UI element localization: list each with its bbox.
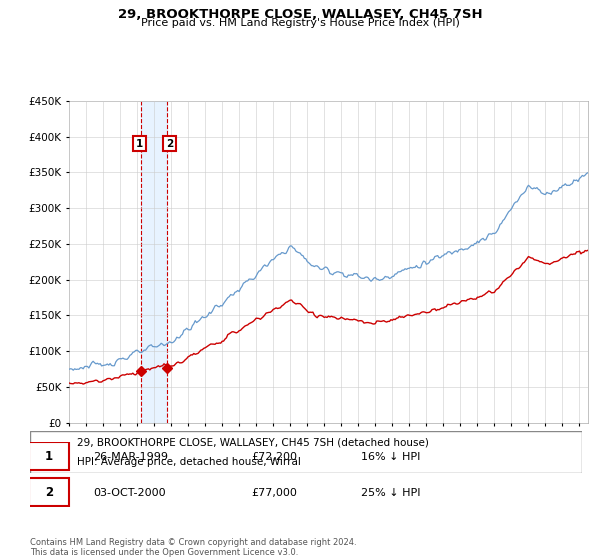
Text: HPI: Average price, detached house, Wirral: HPI: Average price, detached house, Wirr… (77, 457, 301, 467)
FancyBboxPatch shape (29, 478, 68, 506)
Text: 2: 2 (45, 486, 53, 499)
Text: £72,200: £72,200 (251, 451, 297, 461)
Text: Price paid vs. HM Land Registry's House Price Index (HPI): Price paid vs. HM Land Registry's House … (140, 18, 460, 29)
Bar (141, 101, 167, 423)
Text: 26-MAR-1999: 26-MAR-1999 (94, 451, 169, 461)
Text: 2: 2 (166, 139, 173, 149)
FancyBboxPatch shape (29, 442, 68, 470)
Text: 29, BROOKTHORPE CLOSE, WALLASEY, CH45 7SH: 29, BROOKTHORPE CLOSE, WALLASEY, CH45 7S… (118, 8, 482, 21)
Text: Contains HM Land Registry data © Crown copyright and database right 2024.
This d: Contains HM Land Registry data © Crown c… (30, 538, 356, 557)
Text: 1: 1 (136, 139, 143, 149)
Text: 1: 1 (45, 450, 53, 463)
Text: 03-OCT-2000: 03-OCT-2000 (94, 488, 166, 498)
Text: 16% ↓ HPI: 16% ↓ HPI (361, 451, 421, 461)
Text: £77,000: £77,000 (251, 488, 296, 498)
Text: 29, BROOKTHORPE CLOSE, WALLASEY, CH45 7SH (detached house): 29, BROOKTHORPE CLOSE, WALLASEY, CH45 7S… (77, 437, 429, 447)
Text: 25% ↓ HPI: 25% ↓ HPI (361, 488, 421, 498)
